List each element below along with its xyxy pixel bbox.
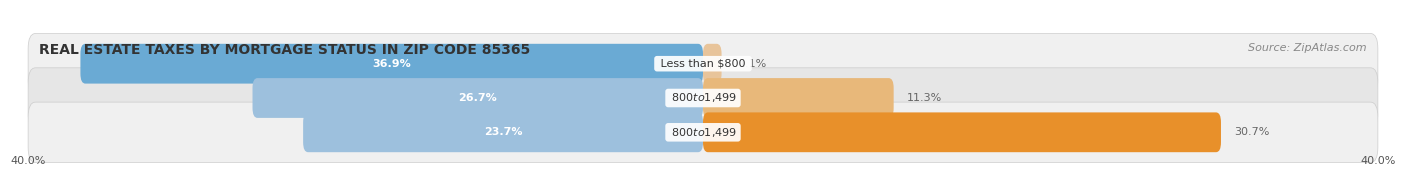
Text: 11.3%: 11.3% <box>907 93 942 103</box>
FancyBboxPatch shape <box>80 44 703 84</box>
Text: 1.1%: 1.1% <box>738 59 766 69</box>
FancyBboxPatch shape <box>703 113 1220 152</box>
Text: 23.7%: 23.7% <box>484 127 522 137</box>
Text: $800 to $1,499: $800 to $1,499 <box>668 92 738 104</box>
Text: Less than $800: Less than $800 <box>657 59 749 69</box>
FancyBboxPatch shape <box>703 44 721 84</box>
FancyBboxPatch shape <box>28 34 1378 94</box>
Text: 36.9%: 36.9% <box>373 59 411 69</box>
Text: Source: ZipAtlas.com: Source: ZipAtlas.com <box>1249 43 1367 53</box>
Text: 30.7%: 30.7% <box>1234 127 1270 137</box>
Text: $800 to $1,499: $800 to $1,499 <box>668 126 738 139</box>
FancyBboxPatch shape <box>28 102 1378 162</box>
Text: REAL ESTATE TAXES BY MORTGAGE STATUS IN ZIP CODE 85365: REAL ESTATE TAXES BY MORTGAGE STATUS IN … <box>39 43 530 57</box>
FancyBboxPatch shape <box>703 78 894 118</box>
Text: 26.7%: 26.7% <box>458 93 498 103</box>
FancyBboxPatch shape <box>28 68 1378 128</box>
FancyBboxPatch shape <box>304 113 703 152</box>
FancyBboxPatch shape <box>253 78 703 118</box>
